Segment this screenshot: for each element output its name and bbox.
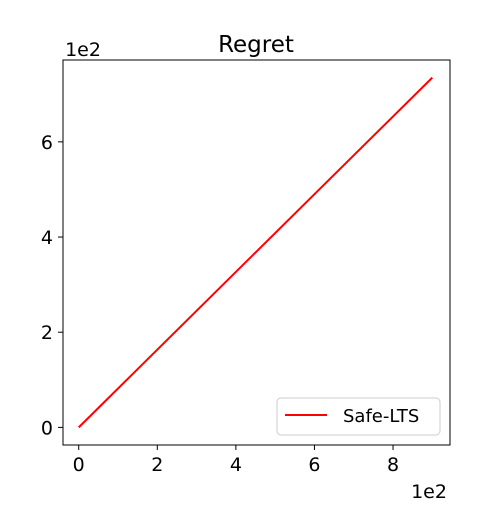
y-axis: 0 2 4 6: [41, 132, 63, 439]
y-offset-label: 1e2: [65, 39, 101, 61]
y-tick-label: 0: [41, 417, 53, 439]
x-tick-label: 6: [308, 454, 320, 476]
legend: Safe-LTS: [276, 397, 441, 436]
legend-box: [276, 397, 441, 436]
chart-title: Regret: [218, 32, 294, 58]
legend-label-safe-lts: Safe-LTS: [343, 406, 419, 427]
series-line-safe-lts: [78, 76, 434, 429]
x-tick-label: 0: [73, 454, 85, 476]
x-tick-label: 8: [387, 454, 399, 476]
y-tick-label: 2: [41, 322, 53, 344]
x-axis: 0 2 4 6 8: [73, 445, 399, 476]
plot-frame: [62, 59, 451, 446]
x-tick-label: 2: [151, 454, 163, 476]
series-layer: [78, 76, 434, 429]
x-tick-label: 4: [230, 454, 242, 476]
y-tick-label: 4: [41, 227, 53, 249]
y-tick-label: 6: [41, 132, 53, 154]
x-offset-label: 1e2: [411, 481, 447, 500]
